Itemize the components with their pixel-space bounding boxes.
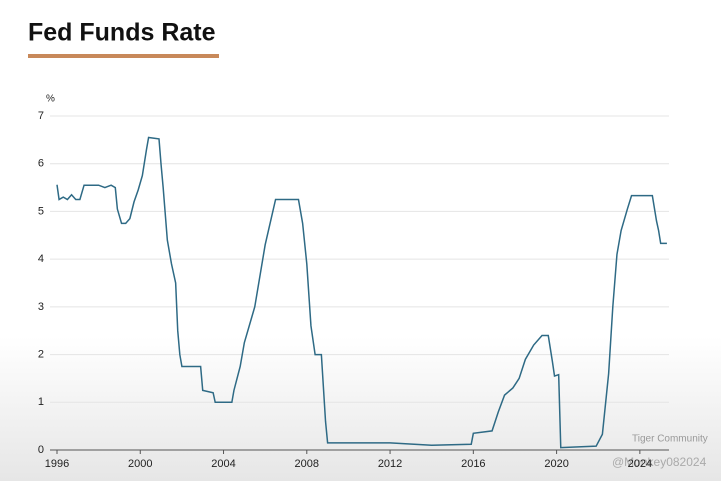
y-tick-label: 7 xyxy=(38,110,44,122)
y-tick-label: 1 xyxy=(38,396,44,408)
line xyxy=(56,136,667,449)
title-underline xyxy=(28,54,219,58)
watermark: Tiger Community xyxy=(632,434,708,445)
x-tick-label: 2016 xyxy=(461,458,485,470)
watermark: @Monkey082024 xyxy=(612,455,707,469)
chart-title: Fed Funds Rate xyxy=(28,19,216,47)
y-tick-label: 3 xyxy=(38,301,44,313)
x-tick-label: 2020 xyxy=(544,458,568,470)
x-tick-label: 2024 xyxy=(628,458,652,470)
y-tick-label: 6 xyxy=(38,158,44,170)
x-tick-label: 2004 xyxy=(211,458,235,470)
y-tick-label: 2 xyxy=(38,348,44,360)
x-tick-label: 1996 xyxy=(45,458,69,470)
y-axis-label: % xyxy=(46,94,55,105)
x-tick-label: 2012 xyxy=(378,458,402,470)
y-tick-label: 5 xyxy=(38,205,44,217)
x-tick-label: 2000 xyxy=(128,458,152,470)
y-tick-label: 0 xyxy=(38,444,44,456)
x-tick-label: 2008 xyxy=(295,458,319,470)
y-tick-label: 4 xyxy=(38,253,44,265)
